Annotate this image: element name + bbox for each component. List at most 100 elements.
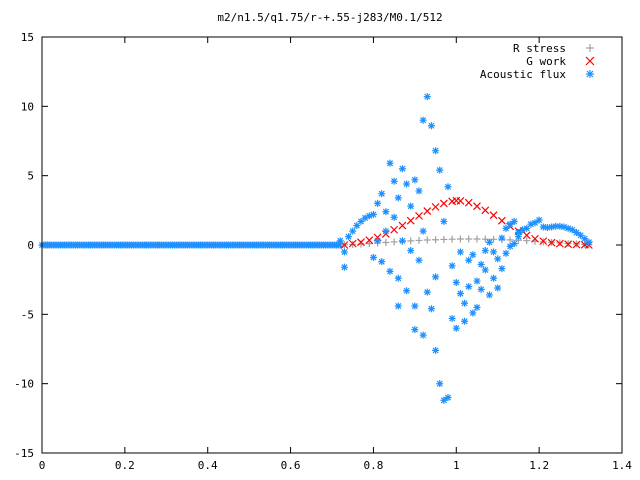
data-point xyxy=(403,287,411,295)
data-point xyxy=(448,314,456,322)
data-point xyxy=(490,248,498,256)
data-point xyxy=(340,263,348,271)
data-point xyxy=(564,240,573,249)
data-point xyxy=(365,240,373,248)
data-point xyxy=(465,256,473,264)
data-point xyxy=(456,235,464,243)
data-points xyxy=(38,93,593,404)
data-point xyxy=(340,248,348,256)
data-point xyxy=(378,258,386,266)
data-point xyxy=(415,187,423,195)
data-point xyxy=(586,44,594,52)
data-point xyxy=(465,283,473,291)
series-acoustic-flux-baseline xyxy=(38,241,344,249)
data-point xyxy=(477,285,485,293)
data-point xyxy=(444,183,452,191)
data-point xyxy=(485,291,493,299)
data-point xyxy=(436,166,444,174)
data-point xyxy=(506,242,514,250)
data-point xyxy=(523,237,531,245)
data-point xyxy=(485,238,493,246)
data-point xyxy=(431,202,440,211)
data-point xyxy=(415,256,423,264)
data-point xyxy=(506,236,514,244)
data-point xyxy=(382,208,390,216)
data-point xyxy=(568,226,576,234)
data-point xyxy=(427,122,435,130)
data-point xyxy=(369,253,377,261)
data-point xyxy=(365,212,373,220)
data-point xyxy=(461,299,469,307)
data-point xyxy=(398,237,406,245)
data-point xyxy=(481,235,489,243)
data-point xyxy=(406,216,415,225)
data-point xyxy=(494,284,502,292)
data-point xyxy=(423,288,431,296)
data-point xyxy=(394,274,402,282)
data-point xyxy=(494,255,502,263)
data-point xyxy=(390,213,398,221)
data-point xyxy=(415,236,423,244)
data-point xyxy=(398,165,406,173)
data-point xyxy=(469,309,477,317)
data-point xyxy=(440,217,448,225)
data-point xyxy=(432,346,440,354)
data-point xyxy=(440,235,448,243)
data-point xyxy=(514,229,522,237)
data-point xyxy=(390,177,398,185)
data-point xyxy=(394,302,402,310)
x-tick-label: 0.6 xyxy=(281,459,301,472)
data-point xyxy=(407,202,415,210)
chart-title: m2/n1.5/q1.75/r-+.55-j283/M0.1/512 xyxy=(217,11,442,24)
legend-label: R stress xyxy=(513,42,566,55)
data-point xyxy=(539,223,547,231)
data-point xyxy=(440,396,448,404)
data-point xyxy=(345,233,353,241)
data-point xyxy=(378,190,386,198)
data-point xyxy=(336,237,344,245)
data-point xyxy=(432,147,440,155)
data-point xyxy=(548,223,556,231)
data-point xyxy=(498,234,506,242)
data-point xyxy=(585,56,595,66)
data-point xyxy=(564,224,572,232)
data-point xyxy=(448,262,456,270)
data-point xyxy=(473,202,481,211)
data-point xyxy=(353,222,361,230)
data-point xyxy=(427,305,435,313)
data-point xyxy=(506,220,514,228)
x-tick-label: 1.4 xyxy=(612,459,632,472)
x-tick-label: 0.4 xyxy=(198,459,218,472)
data-point xyxy=(572,229,580,237)
data-point xyxy=(415,211,423,220)
data-point xyxy=(498,265,506,273)
data-point xyxy=(407,237,415,245)
data-point xyxy=(481,266,489,274)
data-point xyxy=(357,238,365,247)
data-point xyxy=(365,236,374,245)
data-point xyxy=(585,238,593,246)
y-tick-label: 5 xyxy=(27,170,34,183)
data-point xyxy=(452,278,460,286)
data-point xyxy=(436,380,444,388)
data-point xyxy=(411,176,419,184)
data-point xyxy=(556,222,564,230)
data-point xyxy=(394,194,402,202)
data-point xyxy=(386,159,394,167)
tick-labels: 0 0.2 0.4 0.6 0.8 1 1.2 1.4 15 10 5 0 -5 -10 -15 xyxy=(14,31,632,472)
data-point xyxy=(369,210,377,218)
data-point xyxy=(490,274,498,282)
data-point xyxy=(473,235,481,243)
data-point xyxy=(581,235,589,243)
x-tick-label: 0.8 xyxy=(363,459,383,472)
data-point xyxy=(349,227,357,235)
data-point xyxy=(586,70,594,78)
data-point xyxy=(403,180,411,188)
data-point xyxy=(336,241,344,249)
data-point xyxy=(411,326,419,334)
data-point xyxy=(489,211,498,220)
data-point xyxy=(439,199,448,208)
y-tick-label: -15 xyxy=(14,447,34,460)
data-point xyxy=(539,237,548,246)
